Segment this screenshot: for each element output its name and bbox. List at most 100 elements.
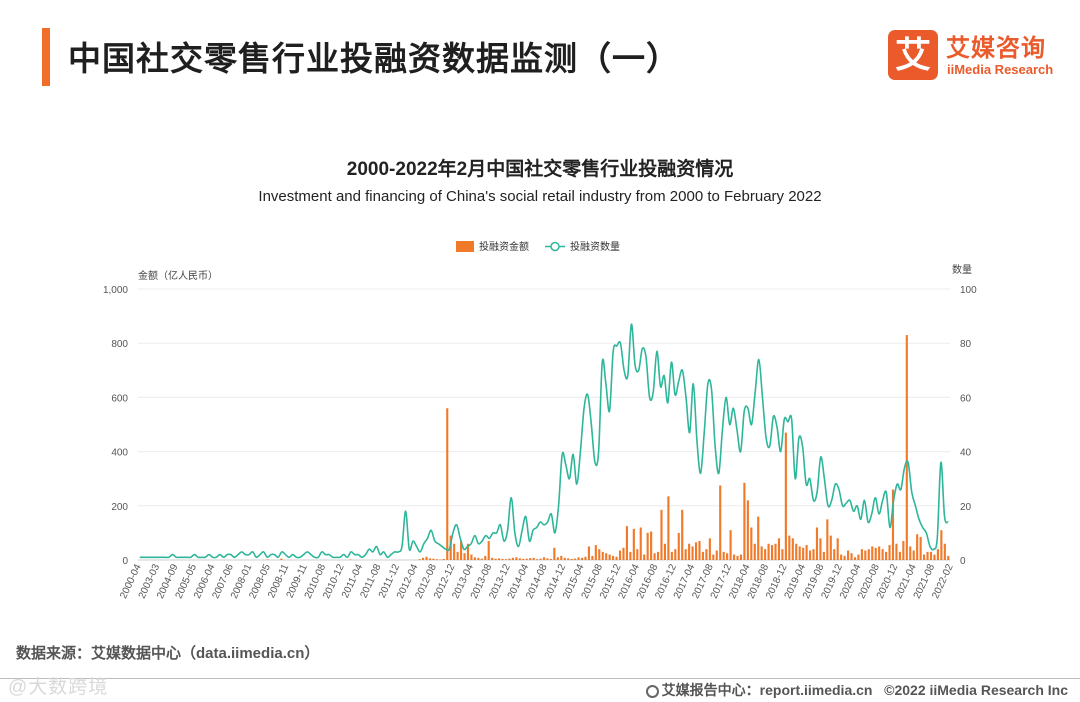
- amount-bar: [895, 543, 898, 560]
- amount-bar: [421, 557, 425, 560]
- y-left-axis-title: 金额（亿人民币）: [138, 269, 218, 282]
- y-left-tick-label: 0: [122, 556, 128, 567]
- watermark: @大数跨境: [8, 677, 109, 698]
- amount-bar: [701, 551, 705, 560]
- amount-bar: [681, 509, 684, 560]
- amount-bar: [577, 557, 580, 560]
- y-left-tick-label: 400: [111, 448, 128, 459]
- amount-bar: [864, 550, 867, 560]
- amount-bar: [632, 528, 635, 560]
- amount-bar: [266, 559, 269, 560]
- amount-bar: [881, 549, 884, 560]
- amount-bar: [774, 543, 777, 560]
- amount-bar: [625, 526, 628, 561]
- amount-bar: [878, 546, 881, 560]
- amount-bar: [781, 549, 784, 560]
- amount-bar: [926, 551, 929, 560]
- copyright: ©2022 iiMedia Research Inc: [884, 682, 1068, 698]
- y-right-tick-label: 40: [960, 448, 972, 459]
- amount-bar: [650, 531, 653, 560]
- amount-bar: [712, 554, 715, 560]
- amount-bar: [425, 556, 428, 560]
- amount-bar: [802, 547, 805, 560]
- amount-bar: [715, 550, 718, 560]
- amount-bar: [753, 543, 756, 560]
- amount-bar: [494, 558, 497, 560]
- amount-bar: [822, 551, 825, 560]
- amount-bar: [836, 538, 839, 560]
- logo-chinese-name: 艾媒咨询: [946, 35, 1046, 62]
- amount-bar: [705, 549, 708, 560]
- amount-bar: [916, 534, 919, 560]
- y-right-tick-label: 0: [960, 556, 966, 567]
- amount-bar: [432, 558, 435, 560]
- amount-bar: [708, 538, 711, 560]
- amount-bar: [698, 541, 701, 560]
- amount-bar: [612, 555, 615, 560]
- chart-title: 2000-2022年2月中国社交零售行业投融资情况: [346, 159, 734, 180]
- logo-icon: 艾: [888, 30, 938, 80]
- amount-bar: [743, 482, 746, 560]
- amount-bar: [788, 535, 791, 560]
- amount-bar: [929, 551, 933, 560]
- amount-bar: [446, 408, 449, 560]
- amount-bar: [860, 549, 863, 560]
- amount-bar: [829, 535, 832, 560]
- amount-bar: [808, 550, 812, 560]
- amount-bar: [435, 559, 438, 560]
- y-right-tick-label: 20: [960, 502, 972, 513]
- amount-bar: [487, 541, 490, 560]
- amount-bar: [909, 546, 912, 560]
- amount-bar: [639, 527, 642, 560]
- amount-bar: [850, 553, 853, 560]
- amount-bar: [349, 559, 352, 560]
- chart-subtitle: Investment and financing of China's soci…: [258, 188, 822, 205]
- amount-bar: [660, 509, 663, 560]
- y-right-tick-label: 60: [960, 393, 972, 404]
- amount-bar: [729, 530, 732, 560]
- amount-bar: [912, 550, 915, 560]
- amount-bar: [605, 553, 608, 560]
- amount-bar: [587, 546, 590, 560]
- amount-bar: [905, 335, 908, 560]
- amount-bar: [833, 549, 836, 560]
- report-center-link[interactable]: 艾媒报告中心：report.iimedia.cn: [661, 682, 873, 698]
- amount-bar: [694, 542, 698, 560]
- amount-bar: [466, 543, 470, 560]
- y-right-tick-label: 100: [960, 285, 977, 296]
- amount-bar: [477, 557, 480, 560]
- amount-bar: [484, 555, 487, 560]
- amount-bar: [539, 558, 542, 560]
- amount-bar: [656, 551, 660, 560]
- amount-bar: [463, 553, 466, 560]
- amount-bar: [646, 532, 649, 560]
- amount-bar: [784, 432, 787, 560]
- amount-bar: [546, 558, 549, 560]
- amount-bar: [898, 551, 901, 560]
- amount-bar: [663, 543, 667, 560]
- amount-bar: [812, 549, 815, 560]
- amount-bar: [726, 553, 729, 560]
- amount-bar: [874, 547, 877, 560]
- amount-bar: [933, 554, 936, 560]
- amount-bar: [601, 551, 604, 560]
- amount-bar: [736, 555, 739, 560]
- amount-bar: [670, 551, 673, 560]
- amount-bar: [767, 543, 770, 560]
- amount-bar: [777, 538, 781, 560]
- amount-bar: [553, 547, 556, 560]
- amount-bar: [449, 535, 452, 560]
- amount-bar: [460, 541, 463, 560]
- amount-bar: [826, 519, 829, 560]
- amount-bar: [805, 545, 808, 560]
- amount-bar: [470, 554, 473, 560]
- amount-bar: [518, 558, 521, 560]
- amount-bar: [770, 545, 774, 560]
- amount-bar: [567, 558, 570, 560]
- amount-bar: [795, 543, 798, 560]
- amount-bar: [574, 558, 577, 560]
- amount-bar: [584, 556, 587, 560]
- amount-bar: [473, 557, 476, 560]
- amount-bar: [653, 553, 656, 560]
- amount-bar: [857, 554, 860, 560]
